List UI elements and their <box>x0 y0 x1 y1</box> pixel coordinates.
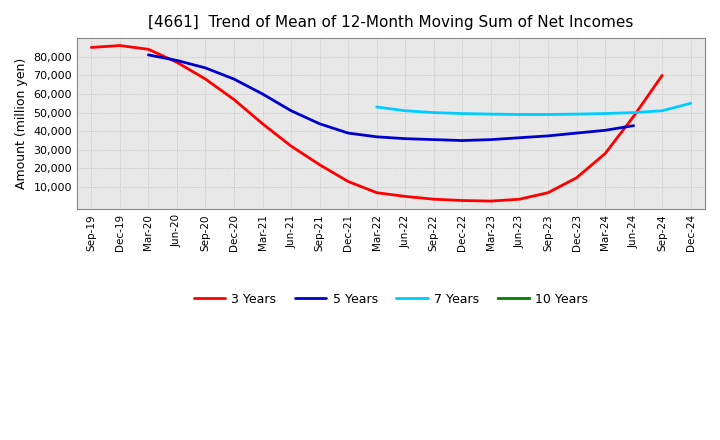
3 Years <box>344 179 353 184</box>
3 Years <box>487 198 495 204</box>
3 Years <box>458 198 467 203</box>
7 Years <box>686 101 695 106</box>
3 Years <box>430 197 438 202</box>
3 Years <box>658 73 667 78</box>
3 Years <box>372 190 381 195</box>
3 Years <box>315 162 324 167</box>
7 Years <box>544 112 552 117</box>
5 Years <box>201 65 210 70</box>
7 Years <box>572 111 581 117</box>
3 Years <box>600 151 609 156</box>
7 Years <box>600 111 609 116</box>
7 Years <box>487 111 495 117</box>
5 Years <box>430 137 438 142</box>
3 Years <box>115 43 124 48</box>
Legend: 3 Years, 5 Years, 7 Years, 10 Years: 3 Years, 5 Years, 7 Years, 10 Years <box>189 288 593 311</box>
7 Years <box>458 111 467 116</box>
3 Years <box>201 77 210 82</box>
7 Years <box>515 112 523 117</box>
3 Years <box>287 143 295 149</box>
7 Years <box>658 108 667 114</box>
7 Years <box>372 104 381 110</box>
Line: 3 Years: 3 Years <box>91 46 662 201</box>
5 Years <box>600 128 609 133</box>
5 Years <box>515 135 523 140</box>
3 Years <box>572 175 581 180</box>
7 Years <box>629 110 638 115</box>
5 Years <box>572 130 581 136</box>
5 Years <box>344 130 353 136</box>
3 Years <box>173 60 181 65</box>
3 Years <box>230 97 238 102</box>
5 Years <box>487 137 495 142</box>
3 Years <box>401 194 410 199</box>
Line: 7 Years: 7 Years <box>377 103 690 114</box>
5 Years <box>401 136 410 141</box>
5 Years <box>629 123 638 128</box>
5 Years <box>544 133 552 139</box>
7 Years <box>401 108 410 114</box>
5 Years <box>372 134 381 139</box>
5 Years <box>230 77 238 82</box>
5 Years <box>144 52 153 58</box>
5 Years <box>315 121 324 126</box>
5 Years <box>258 92 267 97</box>
7 Years <box>430 110 438 115</box>
5 Years <box>287 108 295 114</box>
3 Years <box>87 45 96 50</box>
Line: 5 Years: 5 Years <box>148 55 634 140</box>
3 Years <box>144 47 153 52</box>
Y-axis label: Amount (million yen): Amount (million yen) <box>15 58 28 189</box>
3 Years <box>515 197 523 202</box>
5 Years <box>173 58 181 63</box>
5 Years <box>458 138 467 143</box>
3 Years <box>544 190 552 195</box>
Title: [4661]  Trend of Mean of 12-Month Moving Sum of Net Incomes: [4661] Trend of Mean of 12-Month Moving … <box>148 15 634 30</box>
3 Years <box>258 121 267 126</box>
3 Years <box>629 114 638 119</box>
